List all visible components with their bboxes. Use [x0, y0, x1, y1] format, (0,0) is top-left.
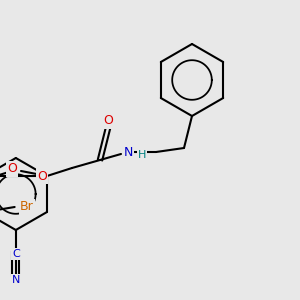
Text: N: N [12, 275, 20, 285]
Text: N: N [123, 146, 133, 158]
Text: C: C [12, 249, 20, 259]
Text: H: H [138, 150, 146, 160]
Text: Br: Br [20, 200, 34, 214]
Text: O: O [7, 163, 17, 176]
Text: O: O [103, 115, 113, 128]
Text: O: O [37, 169, 47, 182]
